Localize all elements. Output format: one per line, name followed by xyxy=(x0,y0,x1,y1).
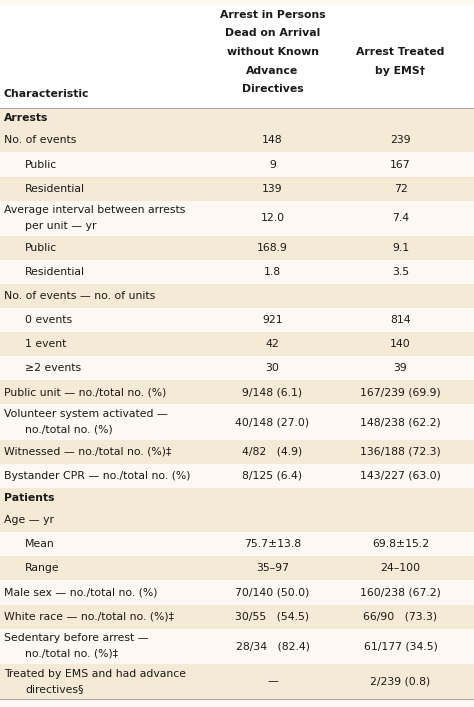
Text: directives§: directives§ xyxy=(25,684,83,694)
Text: 35–97: 35–97 xyxy=(256,563,289,573)
Text: 30/55   (54.5): 30/55 (54.5) xyxy=(236,612,310,621)
Text: 9/148 (6.1): 9/148 (6.1) xyxy=(243,387,302,397)
Text: Volunteer system activated —: Volunteer system activated — xyxy=(4,409,168,419)
Text: 140: 140 xyxy=(390,339,411,349)
Bar xyxy=(0,464,474,488)
Text: 139: 139 xyxy=(262,184,283,194)
Text: White race — no./total no. (%)‡: White race — no./total no. (%)‡ xyxy=(4,612,174,621)
Bar xyxy=(0,153,474,177)
Text: Arrest in Persons: Arrest in Persons xyxy=(220,10,325,20)
Bar xyxy=(0,440,474,464)
Text: Arrest Treated: Arrest Treated xyxy=(356,47,445,57)
Text: No. of events: No. of events xyxy=(4,136,76,146)
Text: Age — yr: Age — yr xyxy=(4,515,54,525)
Text: 143/227 (63.0): 143/227 (63.0) xyxy=(360,471,441,481)
Bar xyxy=(0,664,474,699)
Text: 160/238 (67.2): 160/238 (67.2) xyxy=(360,588,441,597)
Bar xyxy=(0,5,474,108)
Text: 42: 42 xyxy=(265,339,280,349)
Text: 75.7±13.8: 75.7±13.8 xyxy=(244,539,301,549)
Text: 30: 30 xyxy=(265,363,280,373)
Text: 0 events: 0 events xyxy=(25,315,72,325)
Text: Public: Public xyxy=(25,160,57,170)
Text: Male sex — no./total no. (%): Male sex — no./total no. (%) xyxy=(4,588,157,597)
Text: Treated by EMS and had advance: Treated by EMS and had advance xyxy=(4,669,186,679)
Text: 40/148 (27.0): 40/148 (27.0) xyxy=(236,417,310,427)
Bar xyxy=(0,308,474,332)
Text: —: — xyxy=(267,677,278,686)
Bar xyxy=(0,488,474,508)
Text: 7.4: 7.4 xyxy=(392,214,409,223)
Text: 72: 72 xyxy=(393,184,408,194)
Text: 168.9: 168.9 xyxy=(257,243,288,253)
Bar xyxy=(0,532,474,556)
Text: Residential: Residential xyxy=(25,184,85,194)
Text: 12.0: 12.0 xyxy=(261,214,284,223)
Text: 61/177 (34.5): 61/177 (34.5) xyxy=(364,641,438,651)
Bar xyxy=(0,332,474,356)
Text: Arrests: Arrests xyxy=(4,113,48,123)
Text: no./total no. (%)‡: no./total no. (%)‡ xyxy=(25,649,118,659)
Text: Characteristic: Characteristic xyxy=(4,89,89,99)
Text: Directives: Directives xyxy=(242,84,303,94)
Text: Public: Public xyxy=(25,243,57,253)
Bar xyxy=(0,508,474,532)
Text: 3.5: 3.5 xyxy=(392,267,409,277)
Text: 136/188 (72.3): 136/188 (72.3) xyxy=(360,447,441,457)
Text: 167: 167 xyxy=(390,160,411,170)
Text: Residential: Residential xyxy=(25,267,85,277)
Text: Mean: Mean xyxy=(25,539,55,549)
Text: 39: 39 xyxy=(393,363,408,373)
Text: Advance: Advance xyxy=(246,66,299,76)
Text: Public unit — no./total no. (%): Public unit — no./total no. (%) xyxy=(4,387,166,397)
Text: by EMS†: by EMS† xyxy=(375,66,426,76)
Text: 28/34   (82.4): 28/34 (82.4) xyxy=(236,641,310,651)
Bar xyxy=(0,404,474,440)
Bar xyxy=(0,356,474,380)
Text: 70/140 (50.0): 70/140 (50.0) xyxy=(236,588,310,597)
Text: Range: Range xyxy=(25,563,60,573)
Text: Average interval between arrests: Average interval between arrests xyxy=(4,206,185,216)
Text: 69.8±15.2: 69.8±15.2 xyxy=(372,539,429,549)
Bar xyxy=(0,177,474,201)
Text: Sedentary before arrest —: Sedentary before arrest — xyxy=(4,633,148,643)
Text: 9.1: 9.1 xyxy=(392,243,409,253)
Text: 2/239 (0.8): 2/239 (0.8) xyxy=(370,677,431,686)
Bar xyxy=(0,129,474,153)
Text: 1.8: 1.8 xyxy=(264,267,281,277)
Text: Bystander CPR — no./total no. (%): Bystander CPR — no./total no. (%) xyxy=(4,471,190,481)
Text: without Known: without Known xyxy=(227,47,319,57)
Bar xyxy=(0,260,474,284)
Text: 814: 814 xyxy=(390,315,411,325)
Text: 148/238 (62.2): 148/238 (62.2) xyxy=(360,417,441,427)
Text: 239: 239 xyxy=(390,136,411,146)
Text: Dead on Arrival: Dead on Arrival xyxy=(225,28,320,38)
Text: 24–100: 24–100 xyxy=(381,563,420,573)
Text: Witnessed — no./total no. (%)‡: Witnessed — no./total no. (%)‡ xyxy=(4,447,171,457)
Text: per unit — yr: per unit — yr xyxy=(25,221,97,231)
Bar xyxy=(0,604,474,629)
Text: 9: 9 xyxy=(269,160,276,170)
Text: No. of events — no. of units: No. of events — no. of units xyxy=(4,291,155,301)
Text: 167/239 (69.9): 167/239 (69.9) xyxy=(360,387,441,397)
Text: no./total no. (%): no./total no. (%) xyxy=(25,425,113,435)
Bar xyxy=(0,108,474,129)
Bar xyxy=(0,580,474,604)
Bar xyxy=(0,629,474,664)
Text: 1 event: 1 event xyxy=(25,339,66,349)
Bar xyxy=(0,556,474,580)
Text: 4/82   (4.9): 4/82 (4.9) xyxy=(242,447,303,457)
Text: ≥2 events: ≥2 events xyxy=(25,363,81,373)
Text: 8/125 (6.4): 8/125 (6.4) xyxy=(243,471,302,481)
Text: 148: 148 xyxy=(262,136,283,146)
Bar xyxy=(0,201,474,236)
Text: 921: 921 xyxy=(262,315,283,325)
Bar xyxy=(0,236,474,260)
Text: 66/90   (73.3): 66/90 (73.3) xyxy=(364,612,438,621)
Bar xyxy=(0,284,474,308)
Text: Patients: Patients xyxy=(4,493,55,503)
Bar xyxy=(0,380,474,404)
